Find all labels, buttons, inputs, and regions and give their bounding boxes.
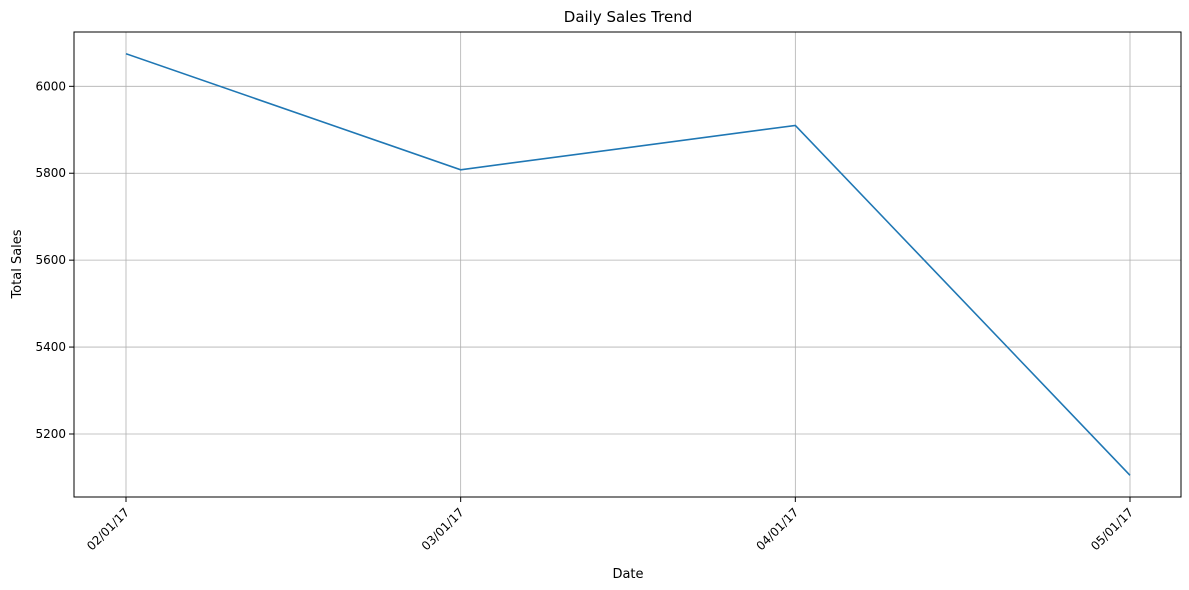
grid-lines xyxy=(74,32,1181,497)
y-tick-label: 6000 xyxy=(35,79,66,93)
series-line-total-sales xyxy=(125,52,1131,476)
y-tick-label: 5400 xyxy=(35,340,66,354)
y-tick-label: 5200 xyxy=(35,427,66,441)
y-axis-label: Total Sales xyxy=(10,229,25,299)
y-tick-label: 5600 xyxy=(35,253,66,267)
y-axis-ticks: 5200 5400 5600 5800 6000 xyxy=(35,79,74,441)
x-axis-label: Date xyxy=(612,567,643,582)
plot-area-frame xyxy=(73,31,1182,498)
y-tick-label: 5800 xyxy=(35,166,66,180)
chart-title: Daily Sales Trend xyxy=(564,8,692,26)
